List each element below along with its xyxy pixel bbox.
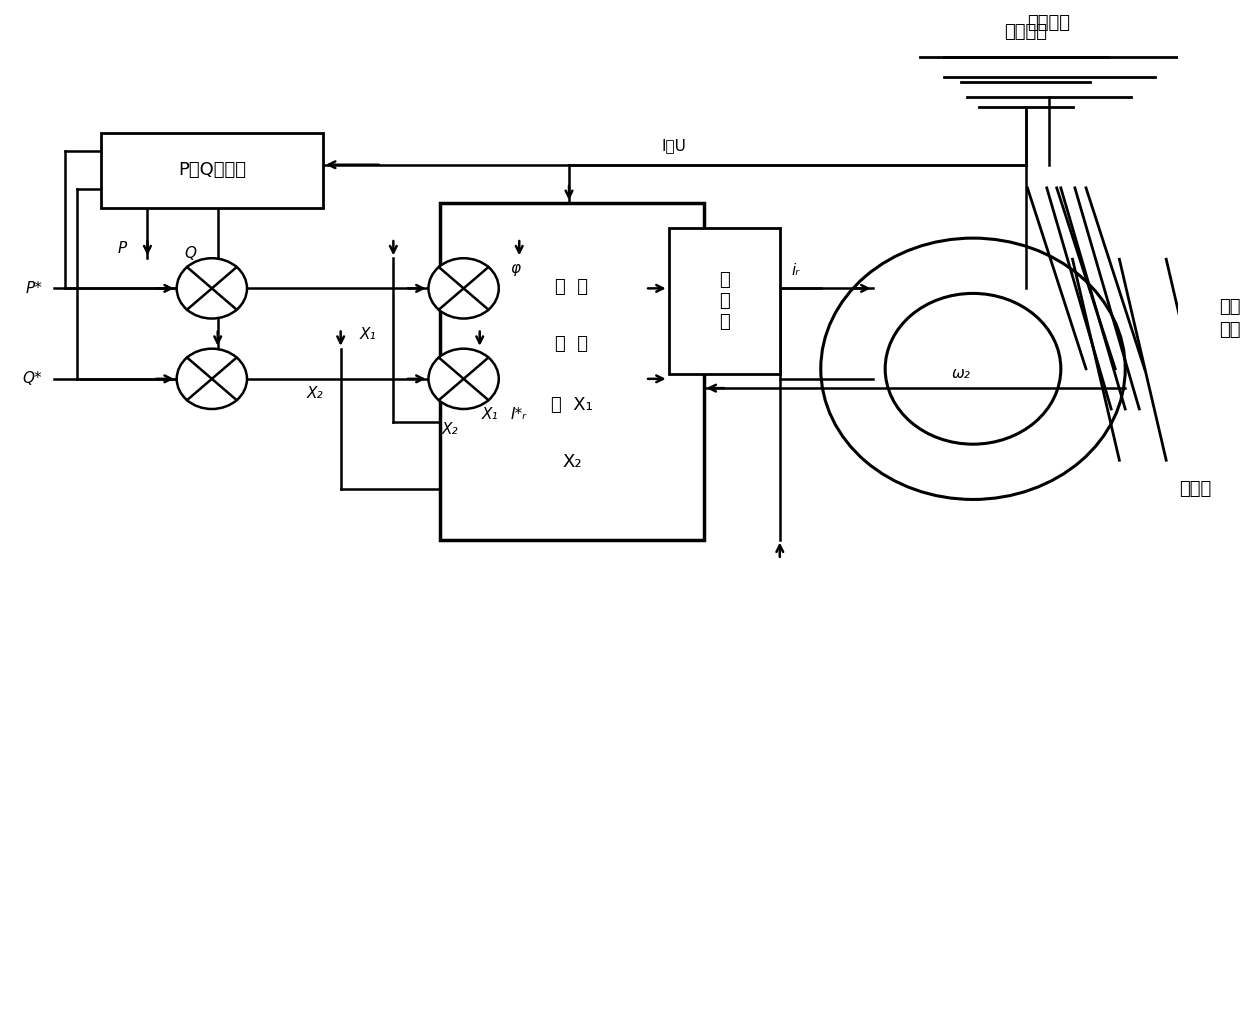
Text: Q*: Q* bbox=[22, 371, 42, 386]
Text: X₂: X₂ bbox=[306, 386, 324, 401]
Text: 三相电网: 三相电网 bbox=[1004, 23, 1048, 41]
Text: 变
流
器: 变 流 器 bbox=[719, 271, 729, 331]
Text: I，U: I，U bbox=[662, 138, 687, 153]
Text: I*ᵣ: I*ᵣ bbox=[511, 407, 527, 422]
Bar bbox=[440, 203, 703, 540]
Bar bbox=[100, 132, 324, 208]
Text: iᵣ: iᵣ bbox=[791, 263, 800, 278]
Text: X₁: X₁ bbox=[360, 327, 376, 342]
Text: P: P bbox=[117, 240, 126, 256]
Text: X₂: X₂ bbox=[441, 422, 459, 436]
Text: X₁: X₁ bbox=[481, 407, 498, 422]
Circle shape bbox=[821, 238, 1125, 499]
Circle shape bbox=[177, 258, 247, 319]
Bar bbox=[668, 228, 780, 374]
Circle shape bbox=[429, 258, 498, 319]
Text: 转子
位置: 转子 位置 bbox=[1219, 299, 1240, 338]
Text: 发电机: 发电机 bbox=[1179, 480, 1211, 498]
Text: P*: P* bbox=[25, 281, 42, 296]
Text: 三相电网: 三相电网 bbox=[1028, 14, 1070, 32]
Text: ω₂: ω₂ bbox=[952, 366, 971, 381]
Text: 磁  链: 磁 链 bbox=[556, 335, 589, 354]
Text: 及  X₁: 及 X₁ bbox=[551, 396, 593, 414]
Text: Q: Q bbox=[185, 246, 197, 261]
Text: X₂: X₂ bbox=[562, 453, 582, 471]
Text: 定  子: 定 子 bbox=[556, 278, 589, 297]
Text: φ: φ bbox=[511, 261, 521, 276]
Circle shape bbox=[177, 348, 247, 409]
Circle shape bbox=[429, 348, 498, 409]
Circle shape bbox=[885, 293, 1061, 444]
Text: P、Q值计算: P、Q值计算 bbox=[177, 161, 246, 179]
